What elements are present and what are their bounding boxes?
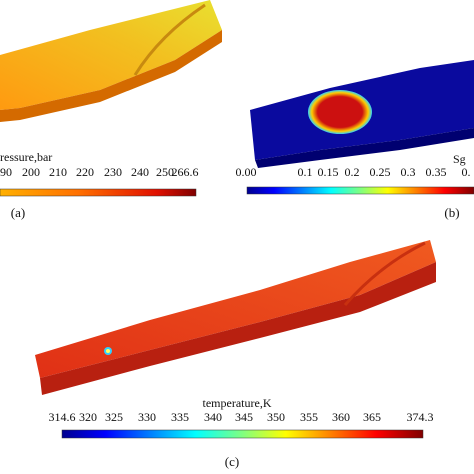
colorbar-tick-label: 200 <box>22 165 40 179</box>
panel-label: (c) <box>225 454 239 469</box>
panel-label: (b) <box>444 205 459 220</box>
render-c <box>35 240 436 395</box>
colorbar-tick-label: 320 <box>79 410 97 424</box>
colorbar-tick-label: 266.6 <box>172 165 199 179</box>
colorbar-a <box>0 188 197 197</box>
colorbar-tick-label: 220 <box>76 165 94 179</box>
colorbar-title: ressure,bar <box>0 150 52 164</box>
colorbar-tick-label: 0. <box>462 165 471 179</box>
colorbar-title: temperature,K <box>203 396 272 410</box>
colorbar-tick-label: 0.2 <box>345 165 360 179</box>
colorbar-tick-label: 0.3 <box>401 165 416 179</box>
colorbar-tick-label: 314.6 <box>49 410 76 424</box>
render-b <box>250 60 474 168</box>
colorbar-tick-label: 350 <box>267 410 285 424</box>
colorbar-tick-label: 355 <box>300 410 318 424</box>
colorbar-tick-label: 90 <box>0 165 12 179</box>
colorbar-tick-label: 0.25 <box>370 165 391 179</box>
colorbar-tick-label: 335 <box>171 410 189 424</box>
colorbar-tick-label: 374.3 <box>407 410 434 424</box>
colorbar-tick-label: 340 <box>204 410 222 424</box>
colorbar-tick-label: 0.1 <box>298 165 313 179</box>
colorbar-tick-label: 360 <box>332 410 350 424</box>
render-a <box>0 0 222 122</box>
colorbar-title: Sg <box>453 152 466 166</box>
colorbar-tick-label: 210 <box>49 165 67 179</box>
colorbar-tick-label: 365 <box>363 410 381 424</box>
colorbar-tick-label: 250 <box>156 165 174 179</box>
panel-label: (a) <box>11 205 25 220</box>
colorbar-c <box>61 429 424 439</box>
colorbar-tick-label: 0.15 <box>318 165 339 179</box>
colorbar-tick-label: 0.35 <box>426 165 447 179</box>
colorbar-tick-label: 0.00 <box>236 165 257 179</box>
colorbar-tick-label: 230 <box>104 165 122 179</box>
colorbar-b <box>246 186 474 195</box>
colorbar-tick-label: 240 <box>131 165 149 179</box>
colorbar-tick-label: 330 <box>138 410 156 424</box>
colorbar-tick-label: 345 <box>235 410 253 424</box>
colorbar-tick-label: 325 <box>105 410 123 424</box>
